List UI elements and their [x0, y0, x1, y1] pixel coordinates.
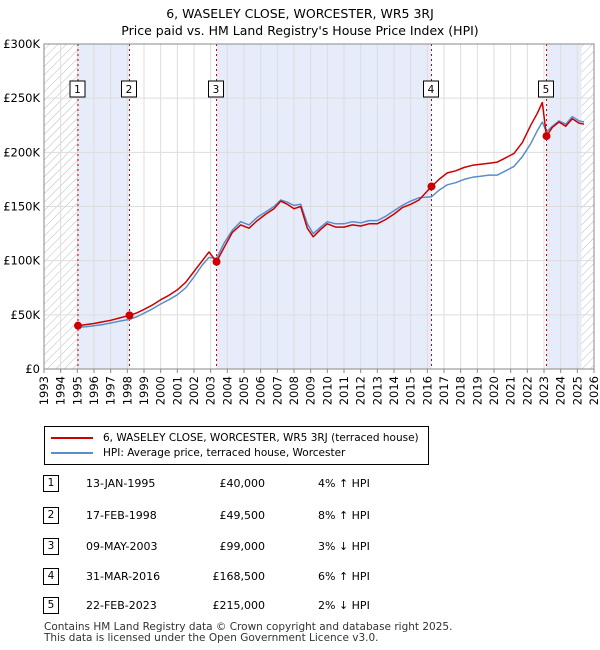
row-hpi: 2% ↓ HPI — [318, 599, 370, 612]
x-tick-label: 2025 — [570, 376, 584, 405]
legend-label-hpi: HPI: Average price, terraced house, Worc… — [103, 447, 346, 459]
x-tick-label: 2024 — [554, 376, 568, 405]
row-number-badge: 1 — [43, 475, 59, 492]
x-tick-label: 2000 — [154, 376, 168, 405]
x-tick-label: 1999 — [137, 376, 151, 405]
row-date: 22-FEB-2023 — [86, 599, 157, 612]
sale-label-box — [423, 80, 439, 98]
sale-label-box — [121, 80, 137, 98]
x-tick-label: 2021 — [504, 376, 518, 405]
x-tick-label: 2007 — [270, 376, 284, 405]
x-tick-label: 2003 — [204, 376, 218, 405]
legend-line-hpi — [51, 452, 93, 454]
legend-line-property — [51, 437, 93, 439]
sale-point — [212, 257, 221, 266]
row-hpi: 8% ↑ HPI — [318, 509, 370, 522]
x-tick-label: 2002 — [187, 376, 201, 405]
x-tick-label: 1993 — [37, 376, 51, 405]
row-number-badge: 3 — [43, 538, 59, 555]
row-hpi: 6% ↑ HPI — [318, 570, 370, 583]
y-tick-label: £0 — [25, 362, 40, 376]
x-tick-label: 2015 — [404, 376, 418, 405]
chart-legend: 6, WASELEY CLOSE, WORCESTER, WR5 3RJ (te… — [44, 426, 429, 465]
x-tick-label: 2013 — [370, 376, 384, 405]
row-date: 09-MAY-2003 — [86, 540, 158, 553]
row-price: £168,500 — [212, 570, 266, 583]
row-date: 17-FEB-1998 — [86, 509, 157, 522]
row-price: £215,000 — [212, 599, 266, 612]
table-row: 1 13-JAN-1995 £40,000 4% ↑ HPI — [0, 474, 600, 494]
row-price: £40,000 — [219, 477, 266, 490]
legend-item-property: 6, WASELEY CLOSE, WORCESTER, WR5 3RJ (te… — [51, 431, 419, 445]
sale-point — [74, 321, 82, 330]
legend-label-property: 6, WASELEY CLOSE, WORCESTER, WR5 3RJ (te… — [103, 432, 419, 444]
row-number-badge: 5 — [43, 597, 59, 614]
x-tick-label: 2009 — [304, 376, 318, 405]
x-tick-label: 2023 — [537, 376, 551, 405]
x-tick-label: 1998 — [120, 376, 134, 405]
row-price: £99,000 — [219, 540, 266, 553]
x-tick-label: 2012 — [354, 376, 368, 405]
legend-item-hpi: HPI: Average price, terraced house, Worc… — [51, 446, 345, 460]
sale-label: 2 — [126, 84, 133, 96]
series-line-hpi — [77, 115, 585, 329]
row-number-badge: 4 — [43, 568, 59, 585]
chart-title: 6, WASELEY CLOSE, WORCESTER, WR5 3RJ — [166, 6, 434, 21]
chart-subtitle: Price paid vs. HM Land Registry's House … — [121, 23, 479, 38]
price-chart: 1 2 3 4 5 £0 £50K £100K £150K £200K £250K £300K 199… — [3, 37, 600, 405]
footer-copyright: Contains HM Land Registry data © Crown c… — [44, 621, 453, 633]
row-number-badge: 2 — [43, 507, 59, 524]
sale-label: 1 — [74, 84, 81, 96]
x-tick-label: 2016 — [420, 376, 434, 405]
sale-label: 3 — [213, 84, 220, 96]
sale-label-box — [538, 80, 554, 98]
x-tick-label: 2020 — [487, 376, 501, 405]
y-tick-label: £250K — [3, 91, 40, 105]
y-tick-label: £150K — [3, 200, 40, 214]
x-tick-label: 2026 — [587, 376, 600, 405]
series-line-property — [77, 101, 585, 327]
row-price: £49,500 — [219, 509, 266, 522]
sale-label: 5 — [543, 84, 550, 96]
x-tick-label: 1994 — [54, 376, 68, 405]
y-tick-label: £300K — [3, 37, 40, 51]
x-tick-label: 2022 — [520, 376, 534, 405]
footer-license: This data is licensed under the Open Gov… — [44, 632, 379, 644]
x-tick-label: 2008 — [287, 376, 301, 405]
x-tick-label: 2011 — [337, 376, 351, 405]
y-tick-label: £100K — [3, 254, 40, 268]
x-tick-label: 2006 — [254, 376, 268, 405]
row-hpi: 4% ↑ HPI — [318, 477, 370, 490]
x-tick-label: 2010 — [320, 376, 334, 405]
x-tick-label: 2017 — [437, 376, 451, 405]
table-row: 3 09-MAY-2003 £99,000 3% ↓ HPI — [0, 537, 600, 557]
x-tick-label: 1997 — [104, 376, 118, 405]
x-tick-label: 2001 — [170, 376, 184, 405]
table-row: 5 22-FEB-2023 £215,000 2% ↓ HPI — [0, 596, 600, 616]
sale-label-box — [208, 80, 224, 98]
row-hpi: 3% ↓ HPI — [318, 540, 370, 553]
y-tick-label: £50K — [11, 308, 41, 322]
row-date: 31-MAR-2016 — [86, 570, 161, 583]
table-row: 2 17-FEB-1998 £49,500 8% ↑ HPI — [0, 506, 600, 526]
x-tick-label: 2018 — [454, 376, 468, 405]
table-row: 4 31-MAR-2016 £168,500 6% ↑ HPI — [0, 567, 600, 587]
plot-frame — [43, 43, 595, 370]
x-tick-label: 2004 — [220, 376, 234, 405]
sale-point — [542, 132, 551, 141]
x-tick-label: 2014 — [387, 376, 401, 405]
sale-point — [125, 311, 134, 320]
sale-label: 4 — [428, 84, 435, 96]
y-tick-label: £200K — [3, 145, 40, 159]
x-tick-label: 1995 — [70, 376, 84, 405]
x-tick-label: 1996 — [87, 376, 101, 405]
row-date: 13-JAN-1995 — [86, 477, 156, 490]
sale-label-box — [69, 80, 86, 98]
x-tick-label: 2019 — [470, 376, 484, 405]
x-tick-label: 2005 — [237, 376, 251, 405]
sale-point — [427, 182, 436, 191]
